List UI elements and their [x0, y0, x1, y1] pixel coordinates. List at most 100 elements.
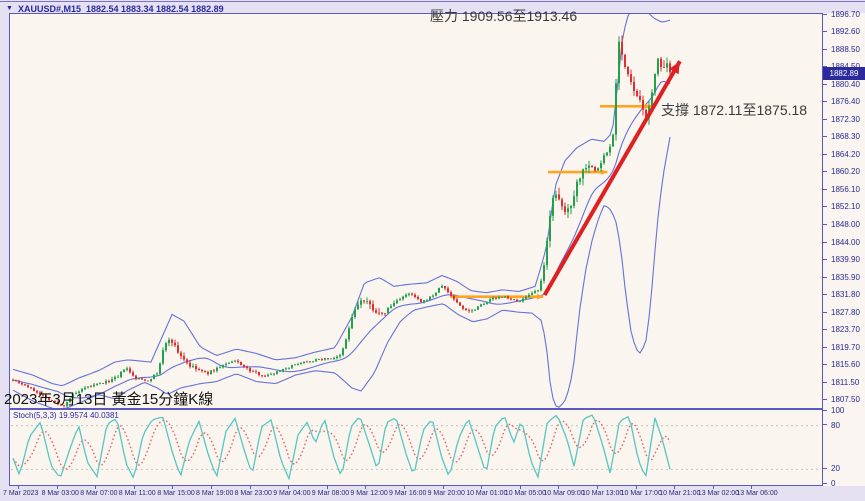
- time-label: 8 Mar 07:00: [80, 490, 118, 497]
- price-tick-mark: [823, 154, 827, 155]
- time-tick-mark: [635, 486, 637, 489]
- candlestick-chart-area[interactable]: [9, 5, 823, 411]
- price-tick-mark: [823, 189, 827, 190]
- time-label: 9 Mar 12:00: [350, 490, 388, 497]
- stoch-tick-mark: [823, 483, 827, 484]
- stoch-signal-line: [12, 419, 671, 470]
- time-label: 8 Mar 19:00: [196, 490, 234, 497]
- current-price-badge: 1882.89: [823, 67, 865, 80]
- time-label: 10 Mar 05:00: [504, 490, 547, 497]
- price-tick-label: 1848.00: [831, 220, 860, 230]
- time-label: 8 Mar 11:00: [118, 490, 156, 497]
- price-tick-label: 1844.00: [831, 237, 860, 247]
- bollinger-middle-band: [12, 80, 671, 399]
- price-tick-mark: [823, 171, 827, 172]
- price-tick-mark: [823, 364, 827, 365]
- symbol-dropdown-icon[interactable]: ▼: [6, 5, 13, 12]
- price-tick-label: 1815.60: [831, 360, 860, 370]
- price-tick-mark: [823, 84, 827, 85]
- resistance-label: 壓力 1909.56至1913.46: [430, 8, 578, 24]
- price-tick-label: 1807.50: [831, 395, 860, 405]
- candles-svg: [12, 5, 682, 411]
- price-tick-mark: [823, 49, 827, 50]
- time-tick-mark: [558, 486, 560, 489]
- price-tick-label: 1827.80: [831, 307, 860, 317]
- price-tick-label: 1872.30: [831, 115, 860, 125]
- price-tick-label: 1896.70: [831, 9, 860, 19]
- chart-title-bar: ▼ XAUUSD#,M15 1882.54 1883.34 1882.54 18…: [6, 3, 224, 14]
- orange-level-arrow-2: [547, 169, 608, 175]
- chart-caption: 2023年3月13日 黃金15分鐘K線: [4, 391, 214, 408]
- price-tick-mark: [823, 294, 827, 295]
- time-tick-mark: [326, 486, 328, 489]
- stochastic-name: Stoch(5,3,3): [13, 411, 57, 420]
- time-axis[interactable]: 7 Mar 2023 8 Mar 03:00 8 Mar 07:00 8 Mar 11…: [0, 486, 865, 501]
- time-tick-mark: [712, 486, 714, 489]
- stoch-tick-label: 80: [831, 420, 840, 430]
- price-tick-label: 1860.20: [831, 167, 860, 177]
- time-label: 10 Mar 01:00: [466, 490, 508, 497]
- time-tick-mark: [597, 486, 598, 489]
- time-tick-mark: [481, 486, 483, 489]
- price-tick-mark: [823, 101, 827, 102]
- time-tick-mark: [288, 486, 290, 489]
- price-tick-mark: [823, 66, 827, 67]
- time-tick-mark: [519, 486, 521, 489]
- time-tick-mark: [211, 486, 212, 489]
- stochastic-axis[interactable]: 100 80 20 0: [823, 406, 865, 488]
- price-tick-label: 1892.60: [831, 27, 860, 37]
- price-tick-mark: [823, 136, 827, 137]
- price-tick-mark: [823, 224, 827, 225]
- price-tick-mark: [823, 14, 827, 15]
- time-tick-mark: [365, 486, 367, 489]
- price-tick-label: 1864.20: [831, 150, 860, 160]
- price-tick-label: 1852.10: [831, 202, 860, 212]
- time-tick-mark: [56, 486, 58, 489]
- time-label: 9 Mar 08:00: [311, 490, 350, 497]
- price-tick-mark: [823, 277, 827, 278]
- time-label: 10 Mar 09:00: [543, 490, 585, 497]
- support-label: 支撐 1872.11至1875.18: [661, 102, 808, 118]
- stochastic-panel[interactable]: [9, 409, 823, 486]
- price-tick-label: 1811.50: [831, 378, 860, 388]
- time-label: 13 Mar 06:00: [736, 490, 778, 497]
- time-label: 9 Mar 20:00: [427, 490, 465, 497]
- time-label: 10 Mar 21:00: [659, 490, 701, 497]
- price-tick-mark: [823, 312, 827, 313]
- stoch-tick-label: 0: [831, 479, 836, 488]
- price-tick-mark: [823, 242, 827, 243]
- orange-level-arrow-1: [450, 293, 544, 300]
- window-top-border: [0, 1, 865, 2]
- price-tick-label: 1884.50: [831, 62, 860, 71]
- time-tick-mark: [172, 486, 174, 489]
- time-label: 7 Mar 2023: [3, 490, 39, 497]
- bollinger-upper-band: [12, 5, 671, 387]
- price-tick-label: 1876.40: [831, 97, 860, 107]
- stoch-main-line: [12, 414, 671, 481]
- stoch-tick-label: 100: [831, 406, 845, 415]
- stoch-tick-label: 20: [831, 464, 840, 474]
- time-tick-mark: [404, 486, 405, 489]
- time-label: 13 Mar 02:00: [697, 490, 740, 497]
- stoch-tick-mark: [823, 410, 827, 411]
- bollinger-lower-band: [12, 136, 671, 411]
- stochastic-indicator-label: Stoch(5,3,3) 19.9574 40.0381: [13, 411, 119, 420]
- price-tick-label: 1839.90: [831, 255, 860, 265]
- price-tick-mark: [823, 347, 827, 348]
- price-tick-label: 1856.10: [831, 185, 860, 195]
- time-tick-mark: [95, 486, 97, 489]
- time-label: 8 Mar 03:00: [41, 490, 79, 497]
- trend-arrow: [542, 60, 682, 296]
- time-label: 10 Mar 17:00: [620, 490, 662, 497]
- price-tick-label: 1831.80: [831, 290, 860, 300]
- price-tick-label: 1888.50: [831, 44, 860, 54]
- price-tick-label: 1835.90: [831, 272, 860, 282]
- price-tick-mark: [823, 399, 827, 400]
- ohlc-readout: 1882.54 1883.34 1882.54 1882.89: [85, 3, 224, 14]
- price-tick-label: 1868.30: [831, 132, 860, 142]
- symbol-timeframe-label: XAUUSD#,M15: [17, 3, 81, 14]
- stoch-tick-mark: [823, 424, 827, 425]
- stoch-tick-mark: [823, 468, 827, 469]
- time-tick-mark: [751, 486, 753, 489]
